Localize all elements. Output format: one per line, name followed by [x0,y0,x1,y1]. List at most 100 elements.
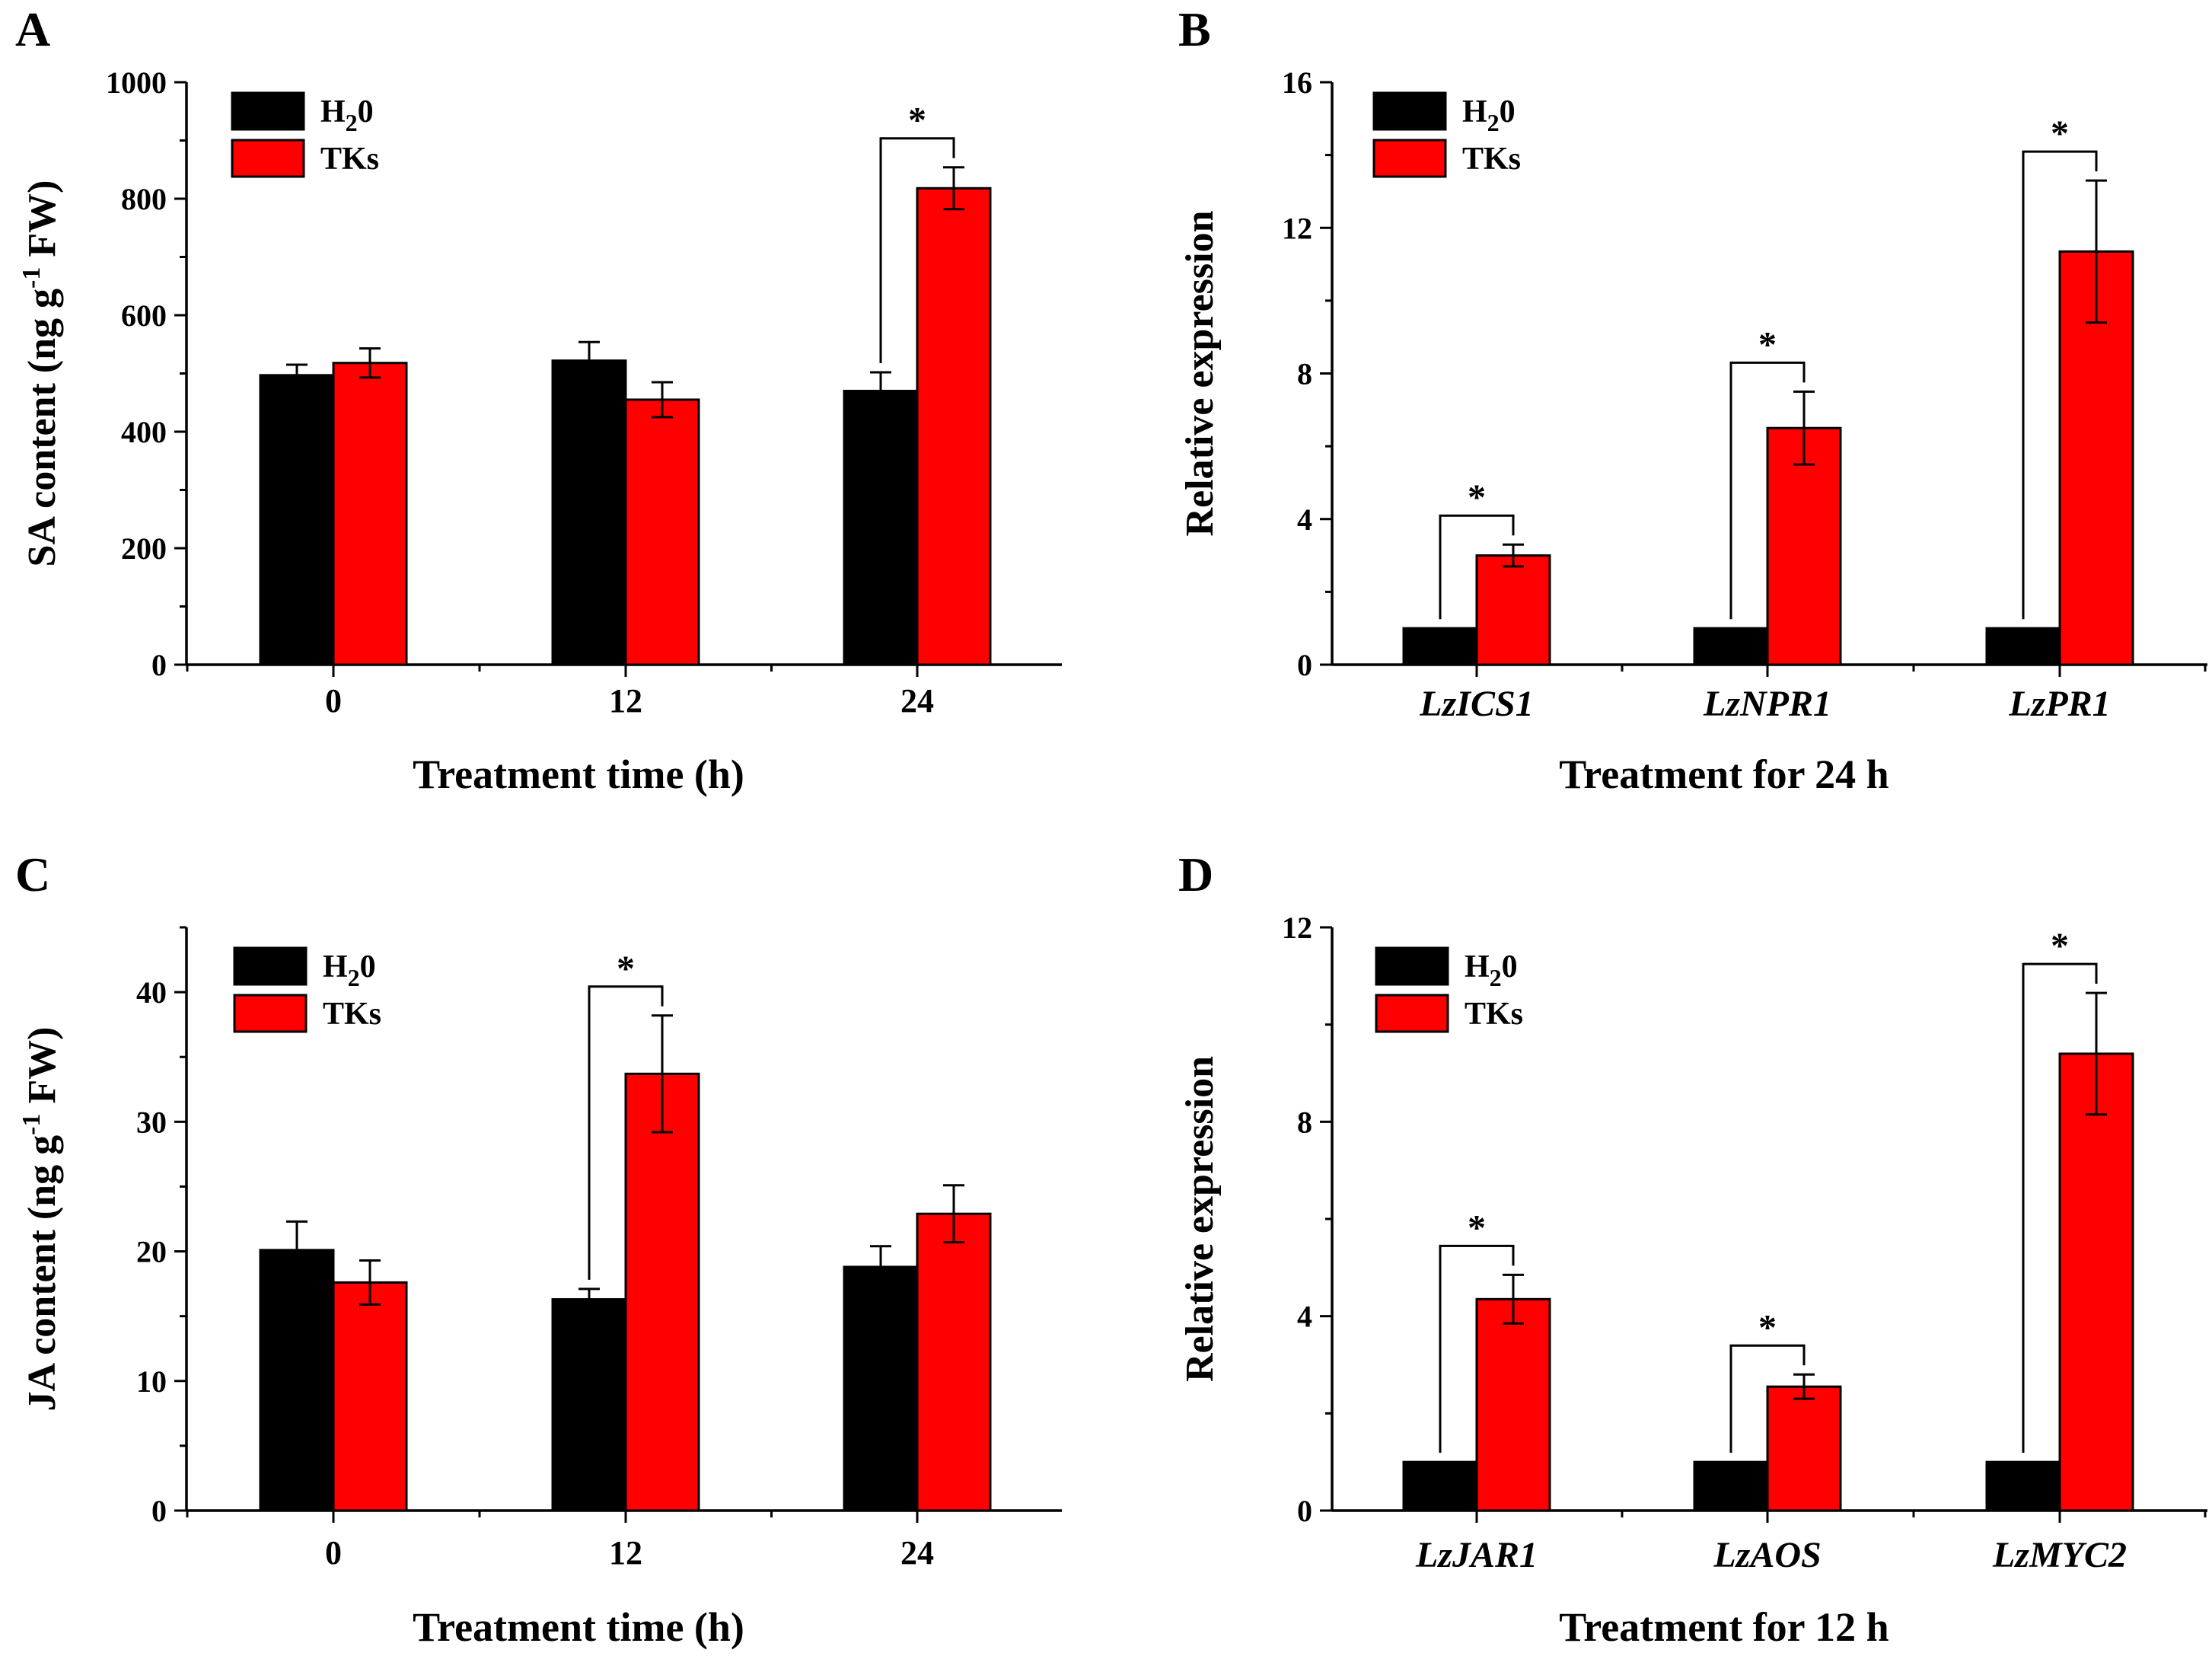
panel-label: B [1178,2,1211,56]
x-tick-label: 24 [900,682,934,720]
y-tick-label: 20 [136,1235,167,1269]
y-axis-title: SA content (ng g-1 FW) [18,180,64,567]
y-tick-label: 8 [1297,1105,1312,1139]
significance-star: * [1468,1208,1486,1248]
y-tick-label: 10 [136,1364,167,1399]
significance-star: * [2051,113,2069,154]
y-axis-title-main: SA content (ng g [21,289,64,566]
legend-h2o-sub: 2 [1490,964,1502,991]
significance-star: * [1758,1307,1777,1348]
significance-bracket [1729,1344,1806,1453]
bar-h2o [259,1249,335,1512]
bar-tks [1766,1385,1842,1512]
y-axis-title-main: Relative expression [1178,210,1222,536]
x-tick-label: LzJAR1 [1415,1535,1538,1575]
bar-h2o [551,359,627,666]
legend: H20 TKs [1372,91,1521,178]
bar-h2o [1402,627,1478,666]
legend-swatch-tks [1375,994,1449,1033]
y-tick-label: 200 [121,531,167,566]
y-axis-title: Relative expression [1178,1056,1222,1382]
x-tick-label: LzMYC2 [1992,1535,2127,1575]
legend-h2o-end: 0 [1502,949,1518,984]
bar-tks [624,1072,700,1512]
bar-tks [916,1212,992,1512]
significance-star: * [617,949,635,989]
legend-label-h2o: H20 [1462,94,1516,136]
significance-star: * [2051,926,2069,966]
x-axis-title: Treatment time (h) [413,1604,744,1650]
x-tick-label: LzNPR1 [1703,684,1831,724]
y-tick-label: 12 [1282,911,1312,945]
panel-label: D [1178,847,1213,901]
bar-h2o [259,374,335,666]
significance-bracket [2022,150,2098,620]
significance-bracket [588,985,664,1280]
bar-tks [624,398,700,666]
legend-h2o-sub: 2 [346,109,358,136]
bar-h2o [1985,1460,2061,1512]
bar-h2o [551,1298,627,1512]
legend-label-tks: TKs [323,997,381,1032]
x-tick-label: 12 [609,1534,642,1571]
panel-label: C [15,847,50,901]
legend-h2o-end: 0 [1500,94,1516,129]
x-tick-label: 0 [325,1534,342,1571]
bar-h2o [1693,627,1769,666]
y-tick-label: 12 [1282,211,1312,245]
y-axis-title-main: Relative expression [1178,1056,1222,1382]
legend-swatch-h2o [231,91,305,131]
legend-swatch-tks [233,994,308,1033]
legend: H20 TKs [233,946,381,1033]
legend-h2o-sub: 2 [1487,109,1500,136]
legend-label-h2o: H20 [320,94,374,136]
bar-h2o [1693,1460,1769,1512]
y-tick-label: 30 [136,1105,167,1139]
bar-tks [332,362,408,666]
y-axis-title-sup: -1 [18,267,46,289]
legend-swatch-h2o [233,946,308,986]
x-tick-label: LzPR1 [2008,684,2110,724]
x-axis-title: Treatment for 24 h [1559,751,1888,797]
x-tick-label: LzAOS [1713,1535,1821,1575]
legend: H20 TKs [231,91,379,178]
legend-h2o-end: 0 [358,94,374,129]
y-tick-label: 400 [121,415,167,449]
y-tick-label: 16 [1282,65,1312,100]
legend-label-tks: TKs [1465,997,1523,1032]
y-tick-label: 4 [1297,503,1312,537]
significance-star: * [1758,324,1777,365]
legend-label-tks: TKs [320,142,379,177]
legend-h2o-end: 0 [360,949,376,984]
x-tick-label: 24 [900,1534,934,1571]
y-axis-title: JA content (ng g-1 FW) [18,1027,64,1412]
significance-bracket [2022,962,2098,1453]
x-axis-title: Treatment for 12 h [1559,1604,1888,1650]
y-axis-title: Relative expression [1178,210,1222,536]
legend-swatch-h2o [1372,91,1447,131]
legend-label-tks: TKs [1462,142,1521,177]
y-tick-label: 0 [151,648,167,682]
legend-label-h2o: H20 [323,949,376,991]
legend-h2o-main: H [1465,949,1490,984]
y-axis-title-end: FW) [21,1027,64,1114]
legend-h2o-main: H [323,949,348,984]
y-axis-title-main: JA content (ng g [21,1135,64,1412]
significance-bracket [1439,514,1515,620]
y-axis-title-sup: -1 [18,1114,46,1135]
x-tick-label: LzICS1 [1419,684,1533,724]
significance-star: * [908,101,926,141]
significance-bracket [879,137,955,363]
y-tick-label: 1000 [106,65,167,100]
x-axis-title: Treatment time (h) [413,751,744,797]
bar-tks [1766,426,1842,666]
legend-label-h2o: H20 [1465,949,1518,991]
bar-h2o [843,389,919,666]
legend-h2o-sub: 2 [348,964,360,991]
y-tick-label: 4 [1297,1300,1312,1334]
y-tick-label: 600 [121,298,167,333]
